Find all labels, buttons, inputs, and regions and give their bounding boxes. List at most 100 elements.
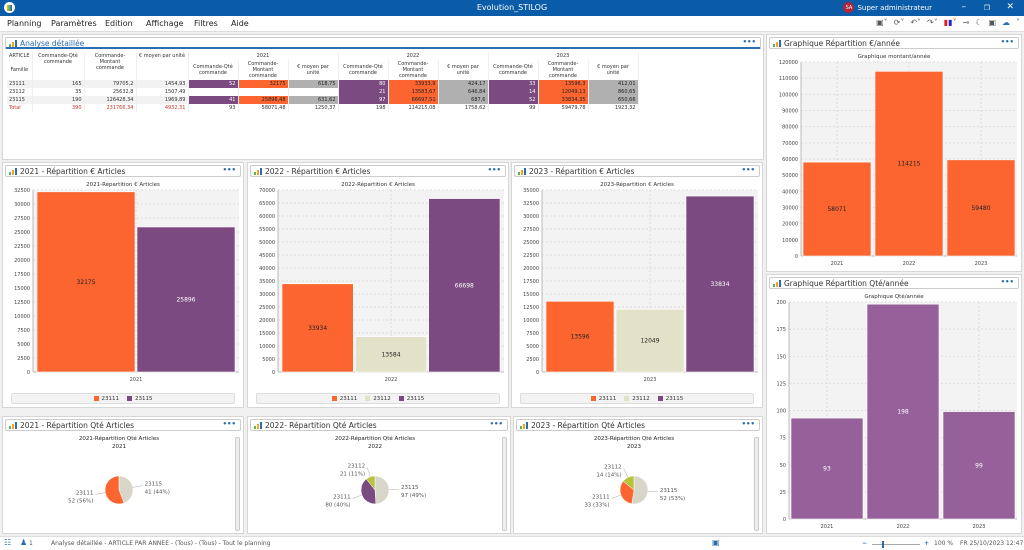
more-options-icon[interactable]: ••• bbox=[487, 166, 501, 174]
more-options-icon[interactable]: ••• bbox=[742, 38, 756, 46]
pie-slice-23111 bbox=[619, 480, 635, 505]
chart-title: 2022-Répartition Qté Articles bbox=[335, 435, 415, 442]
panel-title: 2022- Répartition Qté Articles bbox=[265, 421, 377, 430]
bar bbox=[874, 71, 944, 257]
more-options-icon[interactable]: ••• bbox=[489, 420, 503, 428]
leader-line bbox=[611, 494, 622, 499]
slice-value: 14 (14%) bbox=[596, 472, 621, 478]
slice-label: 23115 bbox=[401, 485, 419, 491]
y-tick-label: 20000 bbox=[782, 222, 798, 228]
panel-title: 2021 - Répartition Qté Articles bbox=[20, 421, 135, 430]
bar-chart-icon bbox=[9, 40, 18, 47]
pin-icon[interactable]: ⊸ bbox=[962, 18, 970, 27]
table-row[interactable]: 23111 165 79705,2 1454,93 52 32175 618,75 80 339… bbox=[7, 80, 639, 88]
scrollbar[interactable] bbox=[235, 437, 240, 531]
y-tick-label: 27500 bbox=[14, 216, 30, 222]
zoom-slider[interactable] bbox=[872, 541, 920, 548]
table-row[interactable]: 23112 35 25632,8 1507,49 21 13583,67 646,84 14 1… bbox=[7, 88, 639, 96]
table-cell: 424,17 bbox=[438, 80, 489, 88]
menu-filtres[interactable]: Filtres bbox=[194, 19, 218, 28]
more-options-icon[interactable]: ••• bbox=[222, 420, 236, 428]
undo-icon[interactable]: ↶˅ bbox=[910, 18, 922, 27]
data-label: 32175 bbox=[76, 279, 95, 286]
legend-item-23112[interactable]: 23112 bbox=[624, 395, 650, 402]
y-tick-label: 20000 bbox=[14, 258, 30, 264]
legend-item-23115[interactable]: 23115 bbox=[657, 395, 683, 402]
user-menu[interactable]: SA Super administrateur bbox=[843, 2, 932, 13]
title-bar: Evolution_STILOG SA Super administrateur… bbox=[0, 0, 1024, 16]
leader-line bbox=[647, 490, 658, 493]
menu-parametres[interactable]: Paramètres bbox=[51, 19, 97, 28]
window-layout-icon[interactable]: ▣ bbox=[988, 18, 996, 27]
bar-chart-icon bbox=[520, 422, 529, 429]
column-header: Commande-Montant commande bbox=[84, 52, 137, 80]
r2021-header: 2021 - Répartition € Articles ••• bbox=[5, 165, 241, 177]
y-tick-label: 15000 bbox=[259, 331, 275, 337]
table-cell: 12049,13 bbox=[538, 88, 589, 96]
legend-item-23112[interactable]: 23112 bbox=[365, 395, 391, 402]
y-tick-label: 17500 bbox=[14, 272, 30, 278]
y-tick-label: 27500 bbox=[523, 227, 539, 233]
export-icon[interactable]: ▣˅ bbox=[876, 18, 888, 27]
table-cell: 23115 bbox=[7, 96, 33, 104]
data-label: 59480 bbox=[971, 205, 990, 212]
y-tick-label: 7500 bbox=[526, 331, 539, 337]
menu-edition[interactable]: Edition bbox=[105, 19, 133, 28]
table-row[interactable]: 23115 190 126428,34 1969,89 41 25896,48 631,62… bbox=[7, 96, 639, 104]
montant-annee-panel: Graphique Répartition €/année ••• Graphi… bbox=[766, 34, 1022, 272]
scrollbar[interactable] bbox=[754, 437, 759, 531]
table-cell: 80 bbox=[338, 80, 389, 88]
more-options-icon[interactable]: ••• bbox=[741, 166, 755, 174]
language-flag-icon[interactable]: ▮▮˅ bbox=[943, 18, 957, 27]
table-cell: 14 bbox=[488, 88, 539, 96]
legend-item-23115[interactable]: 23115 bbox=[398, 395, 425, 402]
table-cell: 190 bbox=[32, 96, 85, 104]
menu-aide[interactable]: Aide bbox=[231, 19, 249, 28]
table-cell bbox=[288, 88, 339, 96]
slice-label: 23115 bbox=[660, 488, 678, 494]
table-cell: 33 bbox=[488, 80, 539, 88]
close-icon[interactable]: ✕ bbox=[1006, 2, 1014, 12]
table-header-row: ARTICLE Commande-Qté commande Commande-Mon… bbox=[7, 52, 639, 80]
chevron-down-icon[interactable]: ˅ bbox=[1016, 18, 1020, 27]
q2023-panel: 2023 - Répartition Qté Articles ••• 2023… bbox=[513, 416, 763, 534]
zoom-out-button[interactable]: − bbox=[862, 540, 868, 547]
redo-icon[interactable]: ↷˅ bbox=[927, 18, 938, 27]
slice-label: 23112 bbox=[604, 464, 622, 470]
view-list-icon[interactable]: ☷ bbox=[4, 538, 12, 547]
legend-item-23111[interactable]: 23111 bbox=[331, 395, 357, 402]
legend-swatch bbox=[657, 395, 663, 401]
more-options-icon[interactable]: ••• bbox=[222, 166, 236, 174]
maximize-icon[interactable]: ❐ bbox=[983, 4, 990, 12]
y-tick-label: 22500 bbox=[523, 253, 539, 259]
minimize-icon[interactable]: – bbox=[961, 2, 967, 12]
dark-mode-icon[interactable]: ☾ bbox=[975, 18, 983, 27]
y-tick-label: 35000 bbox=[259, 279, 275, 285]
chart-subtitle: 2022 bbox=[368, 444, 382, 450]
legend-item-23115[interactable]: 23115 bbox=[127, 395, 153, 402]
more-options-icon[interactable]: ••• bbox=[1000, 38, 1014, 46]
cloud-icon[interactable]: ☁ bbox=[1002, 18, 1010, 27]
panel-title: 2022 - Répartition € Articles bbox=[265, 167, 371, 176]
table-cell: 66697,51 bbox=[388, 96, 439, 104]
legend-item-23111[interactable]: 23111 bbox=[93, 395, 119, 402]
bar-chart-icon bbox=[518, 168, 527, 175]
data-label: 33934 bbox=[308, 325, 327, 332]
more-options-icon[interactable]: ••• bbox=[741, 420, 755, 428]
screen-icon[interactable]: ▣ bbox=[712, 538, 720, 547]
more-options-icon[interactable]: ••• bbox=[1000, 278, 1014, 286]
q2023-header: 2023 - Répartition Qté Articles ••• bbox=[516, 419, 760, 431]
scrollbar[interactable] bbox=[502, 437, 507, 531]
zoom-slider-handle[interactable] bbox=[882, 541, 884, 548]
legend-item-23111[interactable]: 23111 bbox=[590, 395, 616, 402]
y-tick-label: 55000 bbox=[259, 227, 275, 233]
y-tick-label: 30000 bbox=[14, 202, 30, 208]
refresh-icon[interactable]: ⟳˅ bbox=[893, 18, 905, 27]
chart-title: 2021-Répartition € Articles bbox=[86, 181, 160, 188]
legend-label: 23115 bbox=[406, 395, 425, 402]
menu-affichage[interactable]: Affichage bbox=[146, 19, 184, 28]
menu-planning[interactable]: Planning bbox=[7, 19, 42, 28]
y-tick-label: 80000 bbox=[782, 125, 798, 131]
table-cell: 1454,93 bbox=[136, 80, 189, 88]
zoom-in-button[interactable]: + bbox=[924, 540, 930, 547]
